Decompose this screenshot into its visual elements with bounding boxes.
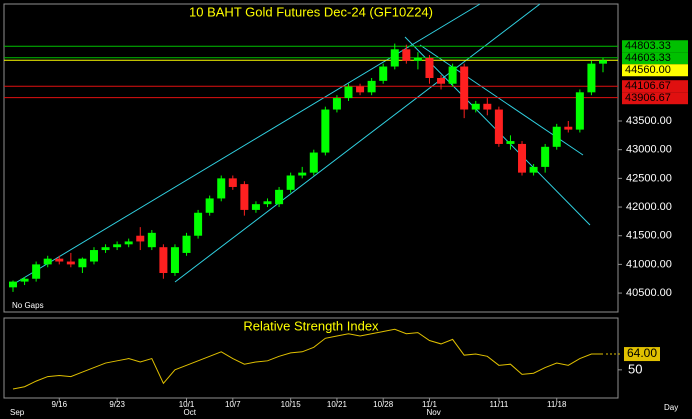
candle-body (587, 63, 596, 93)
candle-body (20, 278, 29, 282)
candle-body (275, 189, 284, 205)
x-tick-label: 10/21 (327, 400, 348, 409)
level-label: 44560.00 (625, 64, 671, 76)
rsi-line (12, 328, 603, 390)
candle-body (460, 66, 469, 110)
x-tick-label: 9/23 (109, 400, 125, 409)
candle-body (78, 258, 87, 268)
y-tick-label: 40500.00 (626, 287, 672, 299)
candle-body (413, 57, 422, 61)
rsi-title: Relative Strength Index (243, 318, 379, 333)
candle-body (159, 247, 168, 273)
candle-body (136, 235, 145, 242)
x-tick-label: 10/28 (373, 400, 394, 409)
candle-body (217, 178, 226, 199)
candle-body (518, 143, 527, 173)
chart-title: 10 BAHT Gold Futures Dec-24 (GF10Z24) (189, 4, 433, 19)
y-tick-label: 42000.00 (626, 201, 672, 213)
level-label-box (622, 52, 688, 65)
candle-body (205, 198, 214, 213)
candle-body (425, 57, 434, 78)
month-label: Nov (426, 408, 440, 417)
candle-body (575, 92, 584, 130)
x-axis-label: Day (664, 403, 678, 412)
month-label: Oct (184, 408, 197, 417)
candle-body (89, 250, 98, 262)
last-label: 64.00 (627, 346, 657, 360)
candle-body (309, 152, 318, 173)
candle-body (251, 204, 260, 210)
candle-body (564, 126, 573, 130)
candle-body (494, 109, 503, 144)
last-label-box (624, 347, 660, 362)
candle-body (32, 264, 41, 279)
candle-body (170, 247, 179, 273)
candle-body (367, 80, 376, 93)
level-label: 43906.67 (625, 92, 671, 104)
annotation: No Gaps (12, 301, 44, 310)
candle-body (599, 60, 607, 64)
month-label: Sep (10, 408, 25, 417)
level-label: 44803.33 (625, 40, 671, 52)
x-tick-label: 11/11 (489, 400, 508, 409)
level-label: 44106.67 (625, 80, 671, 92)
candle-body (263, 201, 272, 205)
candle-body (147, 232, 156, 248)
y-tick-label: 43500.00 (626, 115, 672, 127)
channel-line (11, 3, 481, 286)
candle-body (43, 258, 52, 265)
candle-body (471, 103, 480, 110)
candle-body (437, 77, 446, 84)
candle-body (529, 166, 538, 173)
x-tick-label: 11/18 (547, 400, 567, 409)
candle-body (332, 98, 341, 110)
y-tick-label: 41500.00 (626, 230, 672, 242)
y-tick-label: 42500.00 (626, 172, 672, 184)
candle-body (298, 172, 307, 176)
candle-body (55, 258, 64, 262)
candle-body (379, 66, 388, 81)
level-label-box (622, 80, 688, 93)
x-tick-label: 10/1 (179, 400, 195, 409)
y-tick-label: 43000.00 (626, 144, 672, 156)
candle-body (286, 175, 295, 190)
candle-body (66, 261, 75, 265)
level-label: 44603.33 (625, 52, 671, 64)
y-tick-label: 50 (628, 361, 642, 376)
candle-body (228, 178, 237, 187)
level-label-box (622, 40, 688, 53)
rsi-panel (3, 317, 619, 399)
channel-line (174, 3, 541, 283)
candle-body (402, 49, 411, 61)
x-tick-label: 9/16 (51, 400, 67, 409)
candle-body (390, 49, 399, 67)
candle-body (240, 184, 249, 210)
candle-body (101, 247, 110, 251)
candle-body (113, 244, 122, 248)
x-tick-label: 11/1 (422, 400, 438, 409)
candle-body (344, 86, 353, 99)
candle-body (506, 141, 515, 144)
candle-body (194, 212, 203, 236)
x-tick-label: 10/7 (225, 400, 241, 409)
candle-body (552, 126, 561, 147)
candle-body (356, 86, 365, 93)
candle-body (321, 109, 330, 153)
candle-body (541, 146, 550, 167)
candle-body (9, 281, 17, 288)
candle-body (483, 103, 492, 110)
candle-body (124, 241, 133, 245)
level-label-box (622, 92, 688, 105)
candle-body (448, 66, 457, 84)
price-panel (3, 3, 619, 313)
candle-body (182, 235, 191, 253)
level-label-box (622, 64, 688, 77)
y-tick-label: 41000.00 (626, 258, 672, 270)
x-tick-label: 10/15 (281, 400, 302, 409)
